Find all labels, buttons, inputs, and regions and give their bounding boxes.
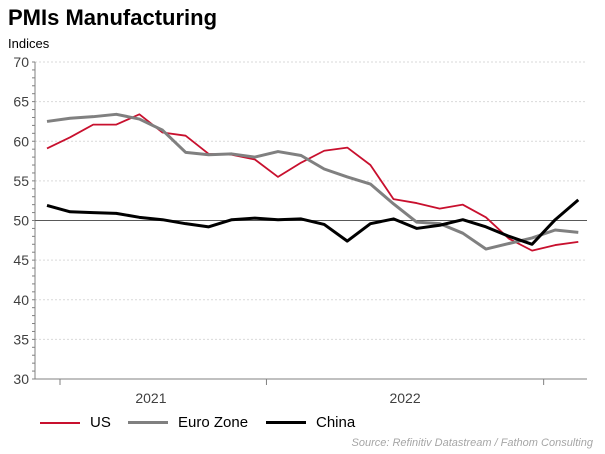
chart-title: PMIs Manufacturing bbox=[8, 5, 218, 30]
x-tick-label: 2022 bbox=[389, 390, 420, 406]
legend-label: Euro Zone bbox=[178, 414, 249, 431]
y-tick-label: 55 bbox=[13, 173, 29, 189]
legend-swatch bbox=[128, 421, 168, 424]
y-tick-label: 50 bbox=[13, 213, 29, 229]
legend-china: China bbox=[266, 414, 355, 431]
y-tick-label: 65 bbox=[13, 94, 29, 110]
y-tick-label: 40 bbox=[13, 292, 29, 308]
legend-label: US bbox=[90, 414, 111, 431]
source-note: Source: Refinitiv Datastream / Fathom Co… bbox=[351, 437, 594, 449]
x-tick-label: 2021 bbox=[135, 390, 166, 406]
legend-euro-zone: Euro Zone bbox=[128, 414, 248, 431]
y-tick-label: 30 bbox=[13, 371, 29, 387]
legend-swatch bbox=[40, 421, 80, 424]
y-tick-label: 35 bbox=[13, 331, 29, 347]
y-tick-label: 70 bbox=[13, 54, 29, 70]
series-line-euro-zone bbox=[46, 112, 579, 251]
legend-label: China bbox=[316, 414, 356, 431]
legend-us: US bbox=[40, 414, 111, 431]
series-line-china bbox=[46, 198, 580, 246]
y-tick-label: 60 bbox=[13, 133, 29, 149]
series-line-us bbox=[46, 113, 579, 252]
legend-swatch bbox=[266, 421, 306, 424]
y-tick-label: 45 bbox=[13, 252, 29, 268]
y-axis-label: Indices bbox=[8, 36, 50, 51]
